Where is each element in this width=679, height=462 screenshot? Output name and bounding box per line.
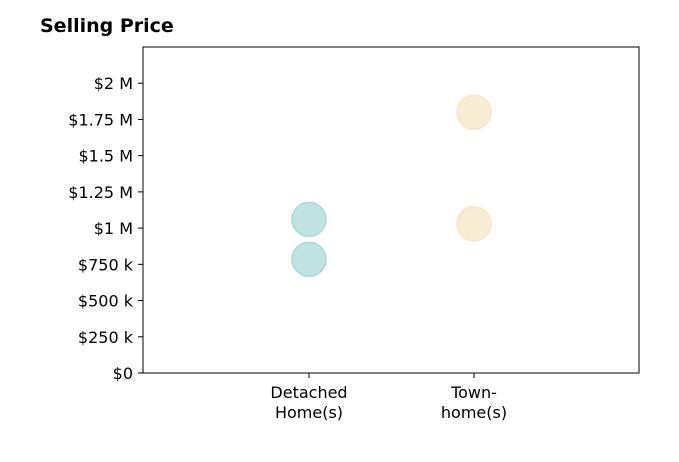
chart-title: Selling Price: [40, 15, 174, 37]
x-tick-label: Detached: [270, 383, 347, 402]
x-tick-label: Home(s): [275, 403, 343, 422]
y-tick-label: $0: [113, 364, 133, 383]
data-point: [291, 241, 327, 278]
x-tick-label: Town-: [450, 383, 497, 402]
y-tick-label: $1.25 M: [68, 183, 133, 202]
data-point: [456, 206, 492, 242]
plot-frame: [142, 46, 640, 374]
y-tick-label: $2 M: [94, 74, 133, 93]
points-layer: [291, 94, 492, 278]
y-tick-label: $750 k: [78, 255, 134, 274]
y-tick-label: $1 M: [94, 219, 133, 238]
y-tick-label: $250 k: [78, 328, 134, 347]
x-tick-label: home(s): [441, 403, 507, 422]
y-tick-label: $1.5 M: [78, 147, 133, 166]
y-axis: $0 $250 k $500 k $750 k $1 M $1.25 M $1.5 M $1.…: [68, 74, 143, 383]
data-point: [456, 94, 492, 130]
y-tick-label: $500 k: [78, 292, 134, 311]
data-point: [291, 201, 327, 238]
y-tick-label: $1.75 M: [68, 110, 133, 129]
